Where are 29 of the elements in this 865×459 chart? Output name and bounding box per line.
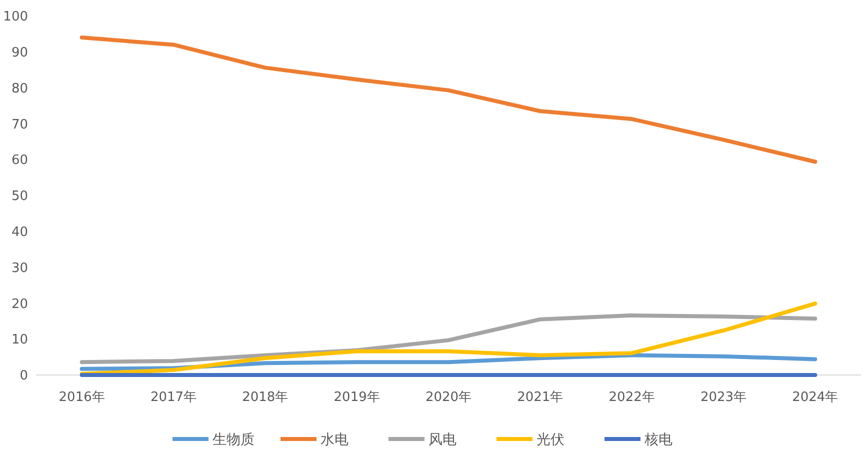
line-series <box>80 302 818 376</box>
x-tick-label: 2021年 <box>517 390 564 405</box>
line-series <box>80 313 818 364</box>
x-tick-label: 2016年 <box>58 390 105 405</box>
x-tick-label: 2022年 <box>608 390 655 405</box>
x-tick-label: 2018年 <box>242 390 288 405</box>
y-tick-label: 40 <box>11 224 28 240</box>
y-tick-label: 80 <box>11 81 28 96</box>
legend-label: 风电 <box>428 432 456 448</box>
y-tick-label: 60 <box>11 153 28 168</box>
y-tick-label: 20 <box>11 296 28 312</box>
y-tick-label: 30 <box>11 260 28 276</box>
x-tick-label: 2020年 <box>425 390 472 405</box>
line-series <box>80 353 818 371</box>
legend-label: 核电 <box>644 432 672 448</box>
y-tick-label: 90 <box>11 45 28 60</box>
y-tick-label: 0 <box>20 368 28 384</box>
y-tick-label: 50 <box>11 189 28 204</box>
legend-label: 水电 <box>320 432 348 448</box>
y-tick-label: 70 <box>11 117 28 132</box>
x-tick-label: 2023年 <box>700 390 747 405</box>
legend-label: 生物质 <box>212 432 254 448</box>
x-tick-label: 2017年 <box>150 390 197 405</box>
x-tick-label: 2024年 <box>792 390 838 405</box>
y-tick-label: 10 <box>11 332 28 348</box>
legend-label: 光伏 <box>536 432 564 448</box>
line-series <box>80 36 818 164</box>
y-tick-label: 100 <box>3 10 28 25</box>
x-tick-label: 2019年 <box>334 390 380 405</box>
